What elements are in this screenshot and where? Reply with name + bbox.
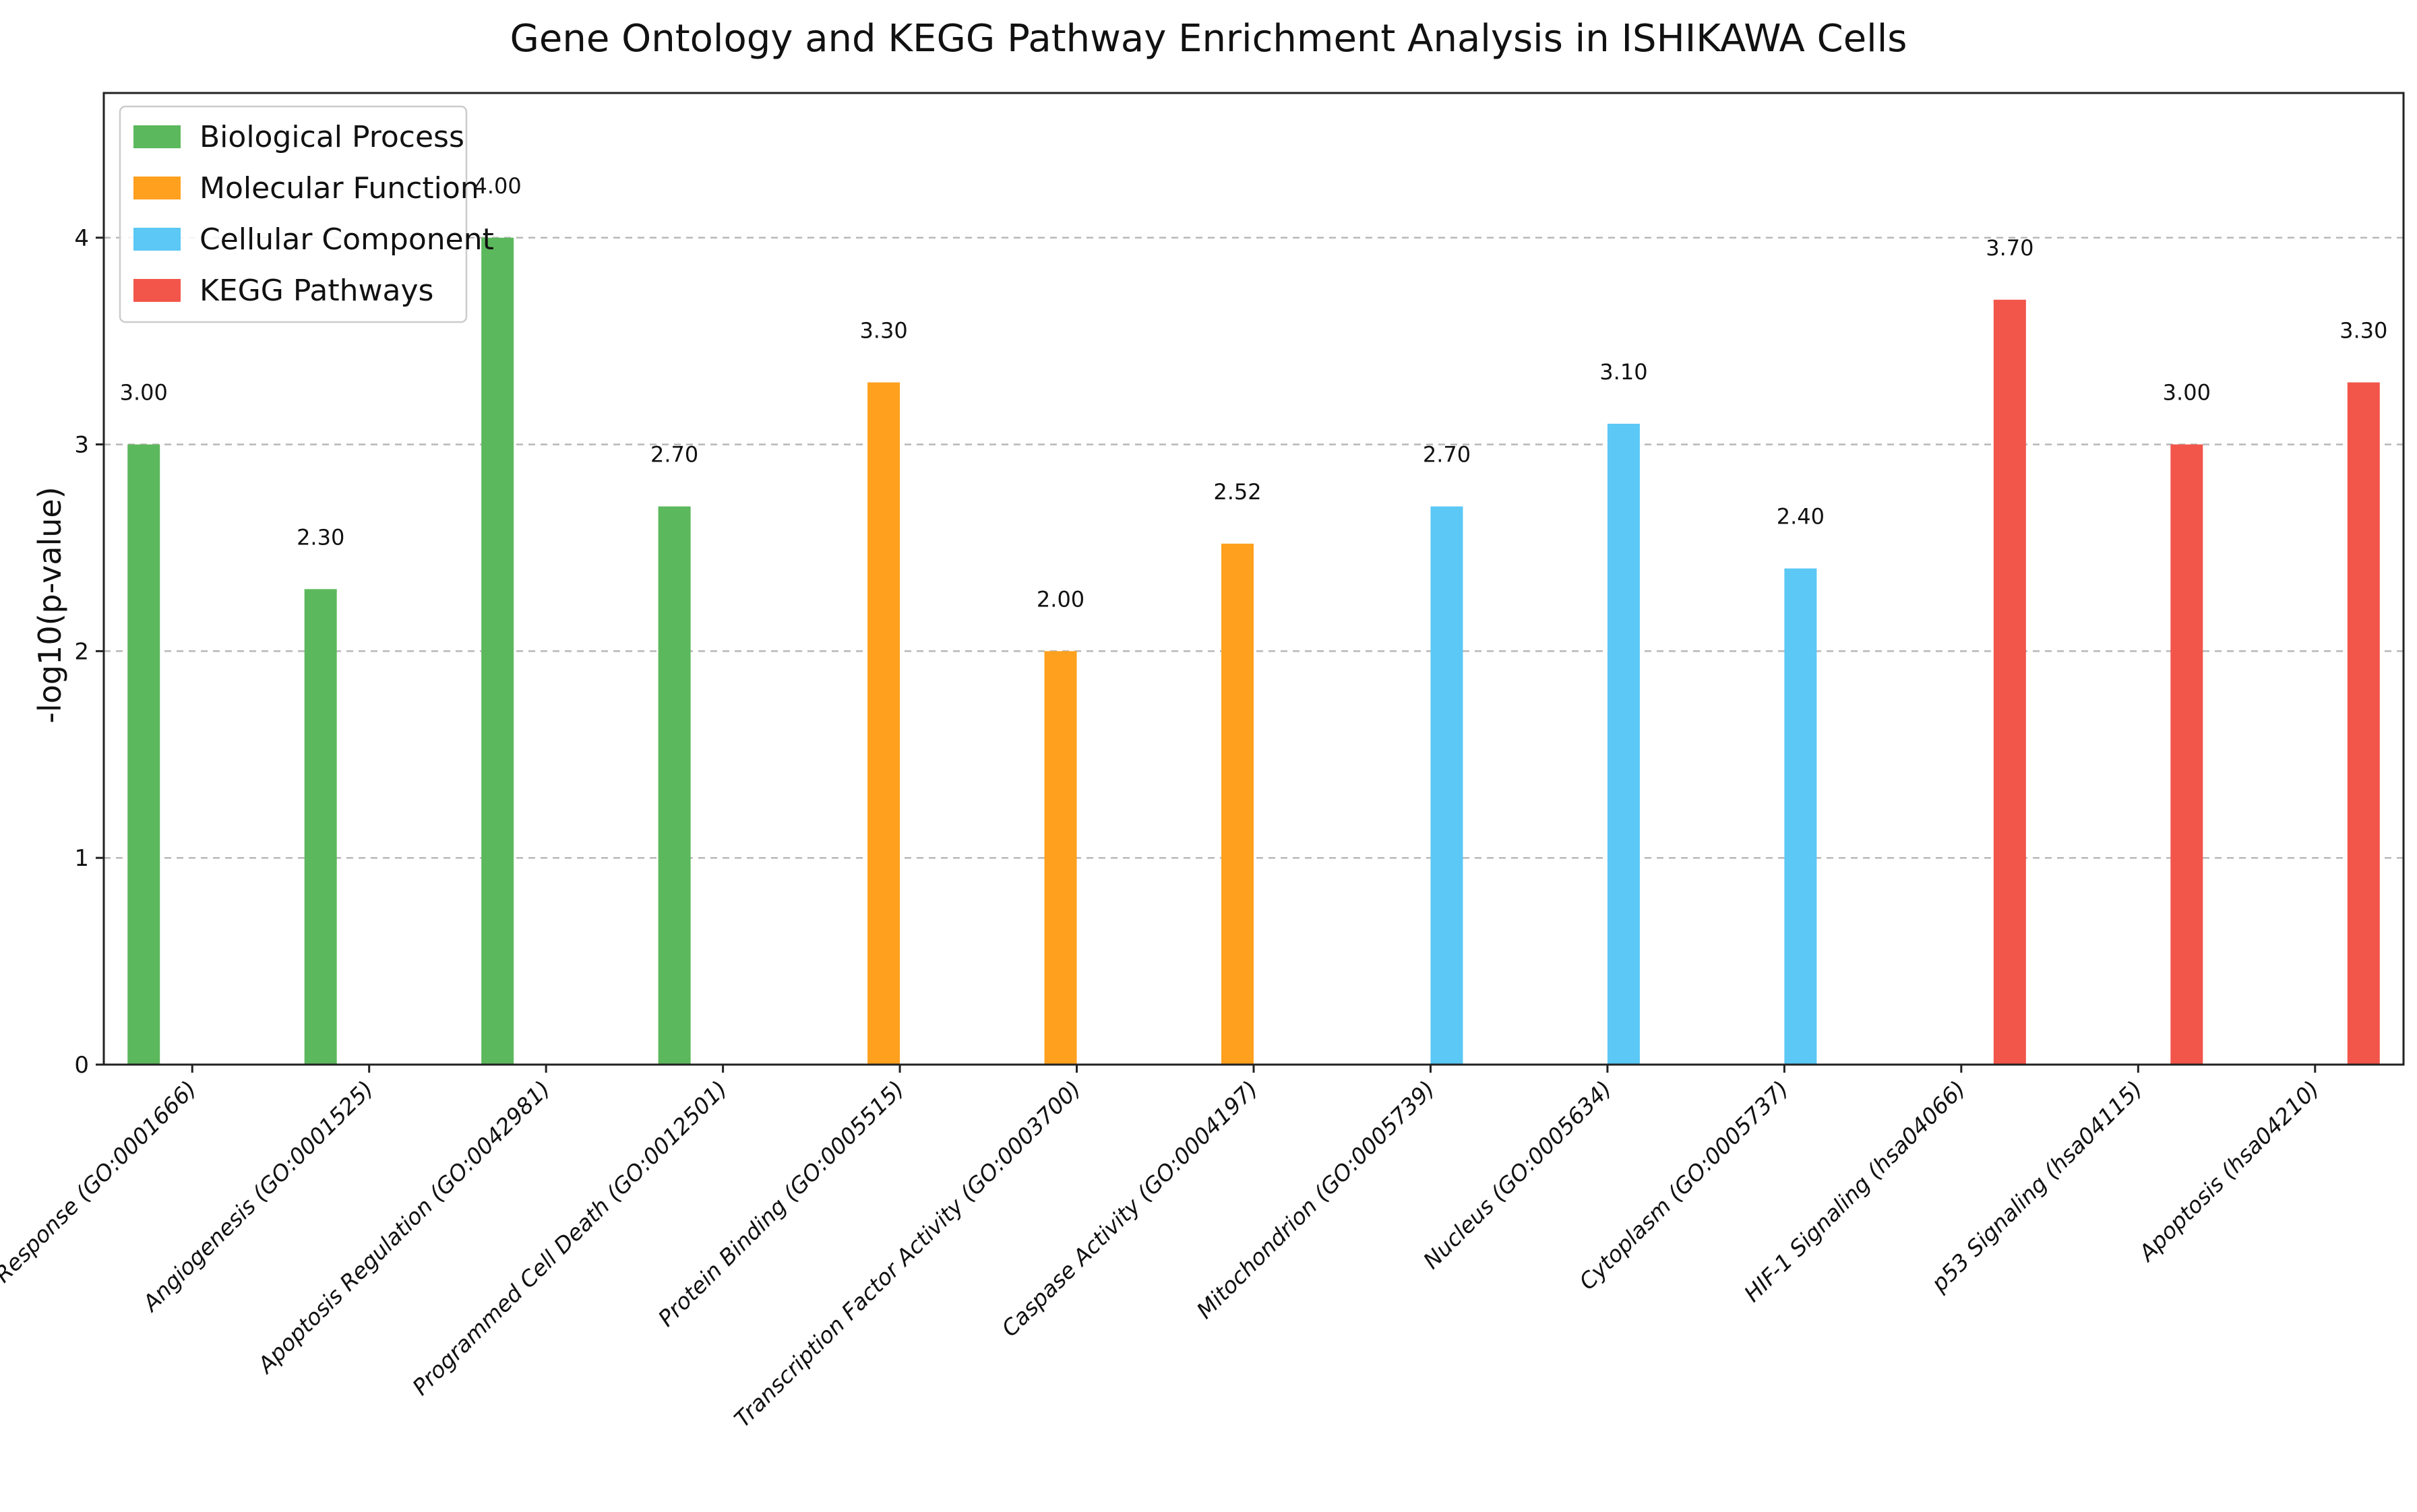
bar — [1044, 651, 1077, 1065]
x-tick-label: Apoptosis Regulation (GO:0042981) — [251, 1075, 555, 1379]
x-axis-ticks: Hypoxia Response (GO:0001666)Angiogenesi… — [0, 1065, 2324, 1432]
legend-swatch — [133, 177, 181, 199]
bar-value-label: 3.00 — [2163, 380, 2211, 406]
legend: Biological Process Molecular Function Cell… — [119, 105, 494, 323]
x-tick-label: Transcription Factor Activity (GO:000370… — [729, 1075, 1087, 1432]
x-tick-label: p53 Signaling (hsa04115) — [1926, 1075, 2147, 1297]
x-tick-label: Nucleus (GO:0005634) — [1418, 1075, 1617, 1274]
bar-value-label: 2.70 — [650, 442, 698, 468]
legend-swatch — [133, 125, 181, 148]
bar — [481, 237, 514, 1065]
bar — [127, 444, 160, 1065]
legend-entry-label: Cellular Component — [200, 222, 494, 257]
chart-title: Gene Ontology and KEGG Pathway Enrichmen… — [510, 17, 1907, 61]
bar — [1784, 568, 1817, 1065]
bar-value-label: 3.30 — [859, 318, 907, 344]
bar-value-label: 2.30 — [297, 524, 344, 550]
x-tick-label: Programmed Cell Death (GO:0012501) — [407, 1075, 732, 1400]
legend-entry-label: KEGG Pathways — [200, 274, 433, 308]
bar — [658, 506, 691, 1065]
bar-value-label: 2.70 — [1423, 442, 1471, 468]
bar — [2347, 382, 2380, 1065]
bar — [1430, 506, 1463, 1065]
legend-entry-label: Molecular Function — [200, 171, 479, 206]
bar — [1221, 543, 1254, 1065]
legend-swatch — [133, 279, 181, 302]
legend-frame — [119, 105, 468, 323]
bar — [1607, 423, 1640, 1065]
legend-swatch — [133, 228, 181, 251]
y-tick-label: 2 — [74, 638, 89, 665]
bar-value-label: 2.00 — [1037, 586, 1084, 612]
bar-value-label: 2.40 — [1777, 504, 1825, 530]
x-tick-label: Cytoplasm (GO:0005737) — [1574, 1075, 1794, 1295]
y-tick-label: 1 — [74, 845, 89, 872]
y-axis-label: -log10(p-value) — [32, 486, 68, 723]
bar-value-label: 3.30 — [2339, 318, 2387, 344]
bar-value-label: 3.00 — [120, 380, 168, 406]
bar-value-label: 3.10 — [1599, 359, 1647, 385]
bar — [867, 382, 900, 1065]
bar-value-label: 3.70 — [1986, 235, 2033, 261]
value-labels-group: 3.00 2.30 4.00 2.70 3.30 2.00 2.52 2.70 3.10 2.40… — [120, 173, 2388, 612]
bars-group — [127, 237, 2380, 1065]
y-tick-label: 4 — [74, 225, 89, 252]
legend-entry-label: Biological Process — [200, 120, 464, 154]
bar-value-label: 4.00 — [474, 173, 522, 199]
x-tick-label: Apoptosis (hsa04210) — [2133, 1075, 2324, 1267]
y-tick-label: 3 — [74, 432, 89, 459]
bar-value-label: 2.52 — [1213, 479, 1261, 505]
y-tick-label: 0 — [74, 1052, 89, 1079]
y-axis-ticks: 0 1 2 3 4 — [74, 225, 104, 1079]
bar — [304, 589, 337, 1065]
bar — [2170, 444, 2203, 1065]
x-tick-label: Hypoxia Response (GO:0001666) — [0, 1075, 202, 1356]
bar — [1993, 299, 2026, 1065]
